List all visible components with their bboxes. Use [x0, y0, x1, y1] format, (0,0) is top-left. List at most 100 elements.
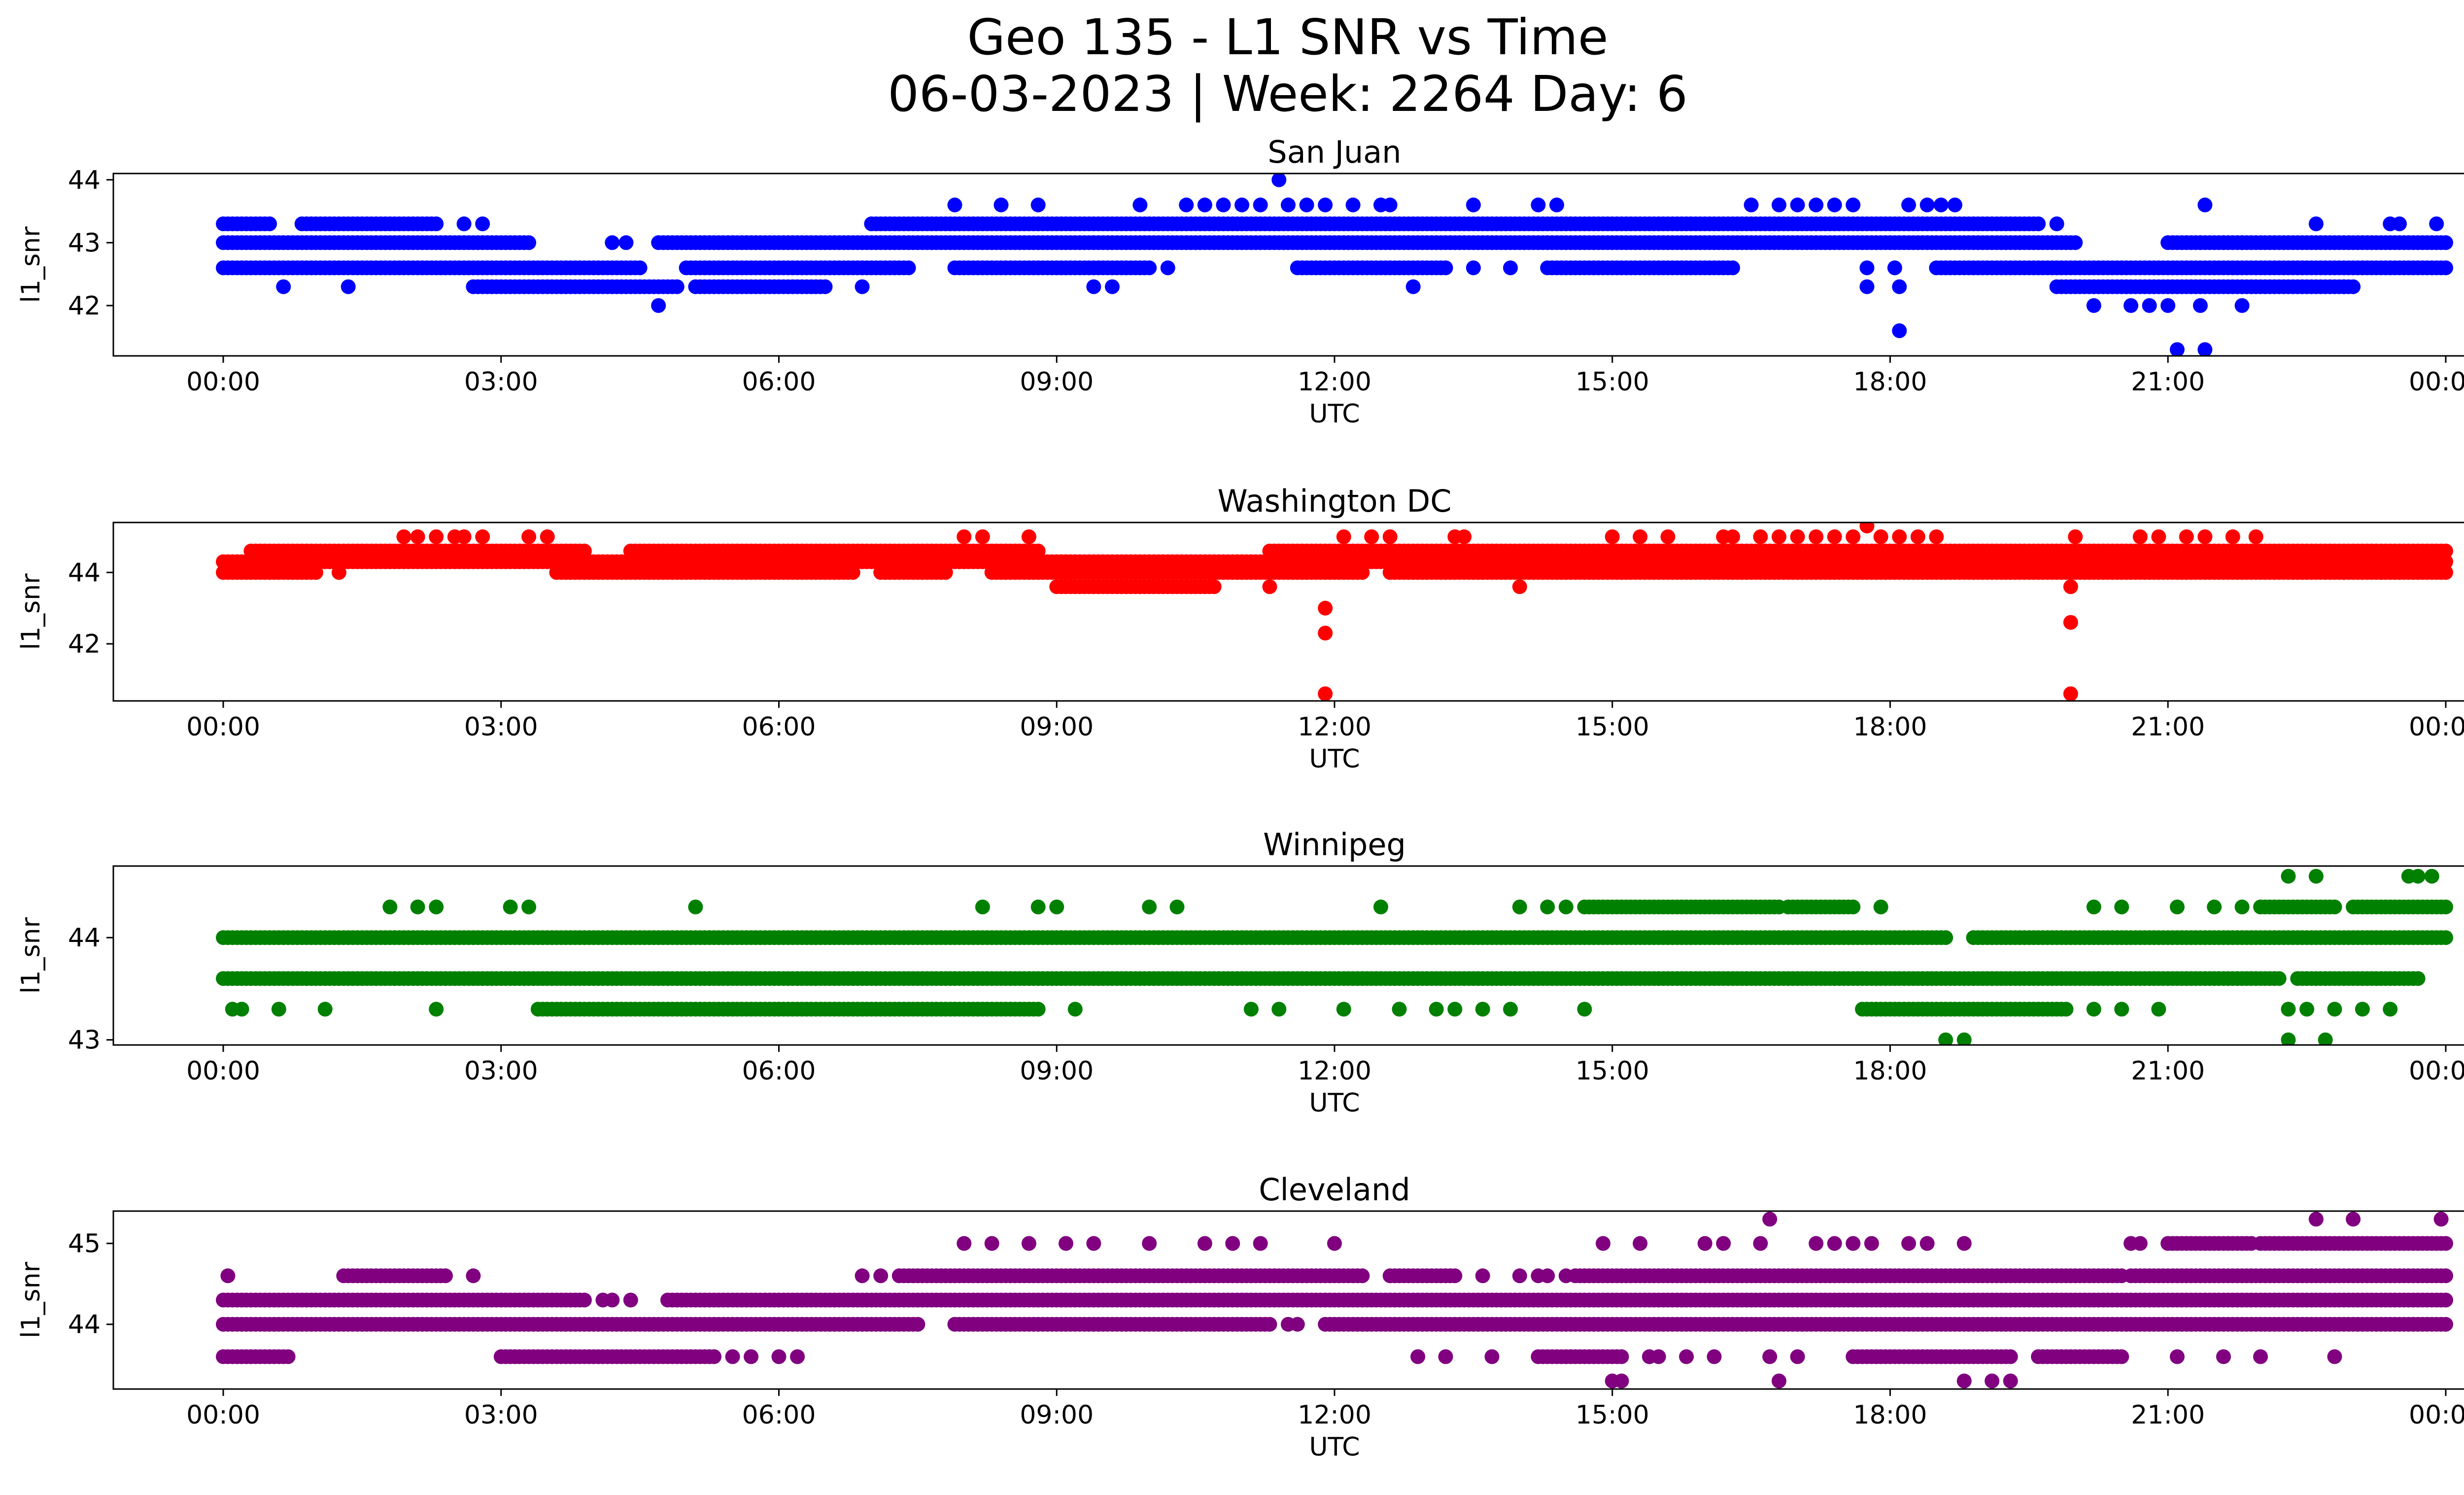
data-point	[2383, 1002, 2398, 1017]
data-point	[1160, 260, 1175, 276]
data-point	[2336, 279, 2352, 294]
data-point	[1512, 900, 1527, 914]
data-point	[1457, 529, 1472, 544]
y-axis-label: l1_snr	[16, 917, 46, 994]
data-point	[1725, 529, 1740, 544]
data-point	[2170, 900, 2185, 914]
data-point	[2193, 235, 2208, 250]
data-point	[1318, 686, 1333, 701]
data-point	[1790, 197, 1805, 212]
data-point	[2170, 342, 2185, 356]
data-point	[1336, 1002, 1351, 1017]
data-point	[2438, 260, 2453, 276]
data-point	[2151, 1002, 2166, 1017]
x-tick-label: 21:00	[2131, 1056, 2205, 1086]
data-point	[2234, 900, 2250, 914]
data-point	[1355, 565, 1370, 580]
data-point	[2299, 1002, 2315, 1017]
subplot-title: San Juan	[1267, 134, 1401, 170]
data-point	[1447, 1268, 1463, 1284]
data-point	[975, 900, 990, 914]
data-point	[2410, 971, 2426, 986]
data-point	[1336, 529, 1351, 544]
data-point	[1846, 900, 1861, 914]
data-point	[1142, 900, 1157, 914]
data-point	[2114, 900, 2129, 914]
data-point	[396, 529, 411, 544]
data-point	[521, 900, 537, 914]
scatter-series	[216, 1212, 2453, 1389]
data-point	[1809, 197, 1824, 212]
data-point	[2197, 342, 2213, 356]
data-point	[234, 1002, 249, 1017]
data-point	[1373, 900, 1388, 914]
data-point	[2086, 900, 2101, 914]
x-tick-label: 18:00	[1853, 712, 1927, 742]
data-point	[2308, 869, 2324, 884]
data-point	[938, 565, 953, 580]
data-point	[1772, 197, 1786, 212]
data-point	[993, 197, 1009, 212]
data-point	[456, 529, 472, 544]
data-point	[1531, 197, 1546, 212]
data-point	[410, 900, 425, 914]
y-tick-label: 43	[68, 1026, 101, 1055]
data-point	[2160, 298, 2176, 313]
data-point	[2058, 1002, 2074, 1017]
data-point	[1809, 529, 1824, 544]
data-point	[1956, 1032, 1972, 1045]
data-point	[1846, 197, 1861, 212]
x-tick-label: 15:00	[1575, 367, 1649, 397]
data-point	[1753, 529, 1768, 544]
data-point	[2063, 579, 2078, 594]
data-point	[651, 298, 666, 313]
data-point	[1873, 529, 1888, 544]
data-point	[1271, 1002, 1287, 1017]
data-point	[2281, 1002, 2296, 1017]
data-point	[1744, 197, 1759, 212]
data-point	[1030, 900, 1046, 914]
data-point	[1892, 323, 1907, 338]
data-point	[429, 529, 444, 544]
x-axis-label: UTC	[1309, 744, 1360, 774]
x-axis-label: UTC	[1309, 1088, 1360, 1118]
data-point	[1540, 900, 1555, 914]
data-point	[1049, 900, 1064, 914]
data-point	[1577, 1002, 1592, 1017]
data-point	[901, 260, 916, 276]
data-point	[276, 279, 291, 294]
y-tick-label: 43	[68, 228, 101, 258]
data-point	[2438, 900, 2453, 914]
data-point	[1475, 1002, 1490, 1017]
data-point	[1660, 529, 1676, 544]
data-point	[1318, 197, 1333, 212]
x-tick-label: 18:00	[1853, 367, 1927, 397]
data-point	[2151, 529, 2166, 544]
data-point	[2327, 1002, 2342, 1017]
figure-title-line-1: Geo 135 - L1 SNR vs Time	[967, 8, 1608, 66]
data-point	[1405, 279, 1421, 294]
data-point	[2049, 216, 2064, 232]
data-point	[540, 529, 555, 544]
data-point	[605, 235, 620, 250]
data-point	[1345, 197, 1361, 212]
x-tick-label: 09:00	[1020, 1056, 1094, 1086]
data-point	[1021, 529, 1036, 544]
data-point	[1086, 279, 1101, 294]
data-point	[1892, 529, 1907, 544]
data-point	[1558, 900, 1574, 914]
data-point	[2438, 930, 2453, 945]
data-point	[632, 260, 648, 276]
data-point	[2132, 529, 2148, 544]
data-point	[1466, 260, 1481, 276]
subplot-title: Winnipeg	[1263, 827, 1406, 863]
x-tick-label: 09:00	[1020, 712, 1094, 742]
y-axis-label: l1_snr	[16, 573, 46, 650]
data-point	[1827, 197, 1842, 212]
x-tick-label: 06:00	[742, 1056, 816, 1086]
x-tick-label: 21:00	[2131, 712, 2205, 742]
data-point	[382, 900, 398, 914]
data-point	[1206, 579, 1222, 594]
